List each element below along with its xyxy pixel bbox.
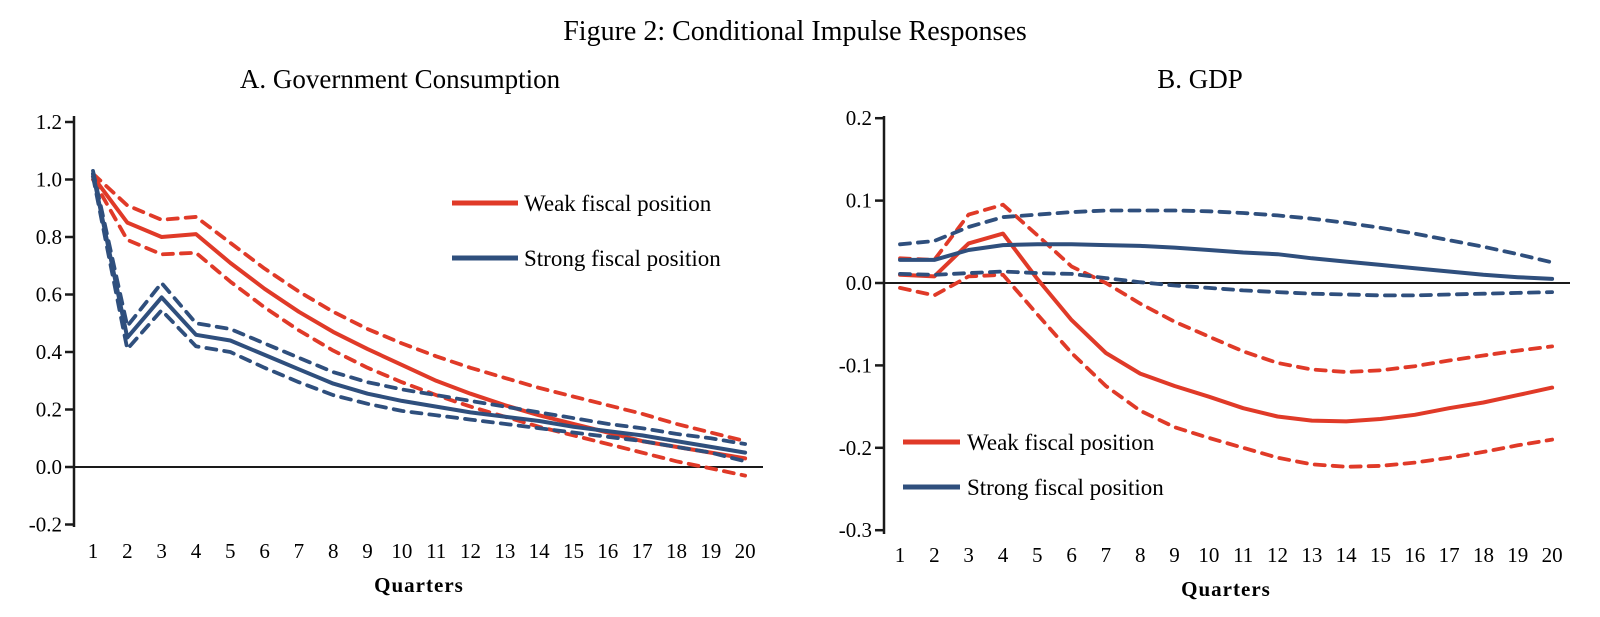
x-tick-label: 2 <box>122 539 133 563</box>
x-tick-label: 9 <box>1169 543 1180 567</box>
strong-lower-band-line <box>898 269 1554 298</box>
x-tick-label: 8 <box>1135 543 1146 567</box>
strong-response-line <box>898 242 1555 281</box>
legend-weak-label: Weak fiscal position <box>524 191 712 216</box>
strong-upper-band-line <box>91 168 747 446</box>
panel-b-xaxis-label: Quarters <box>1181 577 1271 601</box>
y-tick-label: -0.2 <box>29 513 62 537</box>
x-tick-label: 3 <box>963 543 974 567</box>
y-tick-label: 0.0 <box>846 271 872 295</box>
panel-a-legend: Weak fiscal position Strong fiscal posit… <box>452 191 721 271</box>
y-tick-label: 0.8 <box>36 225 62 249</box>
x-tick-label: 13 <box>494 539 515 563</box>
weak-response-line <box>898 231 1555 424</box>
x-tick-label: 1 <box>895 543 906 567</box>
weak-lower-band-line <box>91 177 747 478</box>
y-tick-label: -0.1 <box>839 353 872 377</box>
legend-strong-label: Strong fiscal position <box>967 475 1164 500</box>
x-tick-label: 5 <box>1032 543 1043 567</box>
panel-b-title: B. GDP <box>1157 64 1243 94</box>
x-tick-label: 10 <box>391 539 412 563</box>
x-tick-label: 9 <box>362 539 373 563</box>
x-tick-label: 16 <box>597 539 618 563</box>
y-tick-label: 0.2 <box>36 398 62 422</box>
x-tick-label: 3 <box>156 539 167 563</box>
x-tick-label: 18 <box>666 539 687 563</box>
x-tick-label: 4 <box>998 543 1009 567</box>
x-tick-label: 15 <box>1370 543 1391 567</box>
x-tick-label: 7 <box>294 539 305 563</box>
x-tick-label: 6 <box>1066 543 1077 567</box>
y-tick-label: 0.2 <box>846 106 872 130</box>
x-tick-label: 19 <box>700 539 721 563</box>
x-tick-label: 8 <box>328 539 339 563</box>
x-tick-label: 6 <box>259 539 270 563</box>
weak-lower-band-line <box>898 272 1554 469</box>
x-tick-label: 5 <box>225 539 236 563</box>
y-tick-label: -0.2 <box>839 436 872 460</box>
y-tick-label: 0.6 <box>36 283 62 307</box>
x-tick-label: 4 <box>191 539 202 563</box>
x-tick-label: 14 <box>529 539 551 563</box>
legend-strong-label: Strong fiscal position <box>524 246 721 271</box>
legend-weak-label: Weak fiscal position <box>967 430 1155 455</box>
y-tick-label: 0.4 <box>36 340 63 364</box>
y-tick-label: 0.1 <box>846 189 872 213</box>
x-tick-label: 10 <box>1198 543 1219 567</box>
x-tick-label: 11 <box>426 539 446 563</box>
x-tick-label: 20 <box>1542 543 1563 567</box>
x-tick-label: 2 <box>929 543 940 567</box>
x-tick-label: 19 <box>1507 543 1528 567</box>
panel-b-gdp: 0.20.10.0-0.1-0.2-0.31 2 3 4 5 6 7 8 9 10 11 12 13 14… <box>839 106 1570 567</box>
y-tick-label: -0.3 <box>839 518 872 542</box>
x-tick-label: 18 <box>1473 543 1494 567</box>
x-tick-label: 12 <box>460 539 481 563</box>
weak-upper-band-line <box>91 171 747 444</box>
x-tick-label: 11 <box>1233 543 1253 567</box>
panel-a-government-consumption: 1.21.00.80.60.40.20.0-0.21 2 3 4 5 6 7 8 9 10 11 12… <box>29 110 763 563</box>
y-tick-label: 0.0 <box>36 455 62 479</box>
x-tick-label: 7 <box>1101 543 1112 567</box>
panel-a-title: A. Government Consumption <box>240 64 561 94</box>
weak-upper-band-line <box>898 202 1554 374</box>
x-tick-label: 16 <box>1404 543 1425 567</box>
x-tick-label: 17 <box>632 539 653 563</box>
x-tick-label: 14 <box>1336 543 1358 567</box>
y-tick-label: 1.0 <box>36 168 62 192</box>
strong-upper-band-line <box>898 208 1554 265</box>
x-tick-label: 20 <box>735 539 756 563</box>
x-tick-label: 12 <box>1267 543 1288 567</box>
y-tick-label: 1.2 <box>36 110 62 134</box>
strong-lower-band-line <box>91 174 747 464</box>
strong-response-line <box>91 171 748 455</box>
panel-b-legend: Weak fiscal position Strong fiscal posit… <box>903 430 1164 500</box>
x-tick-label: 15 <box>563 539 584 563</box>
panel-a-xaxis-label: Quarters <box>374 573 464 597</box>
x-tick-label: 1 <box>88 539 99 563</box>
x-tick-label: 17 <box>1439 543 1460 567</box>
x-tick-label: 13 <box>1301 543 1322 567</box>
figure-title: Figure 2: Conditional Impulse Responses <box>563 16 1027 47</box>
